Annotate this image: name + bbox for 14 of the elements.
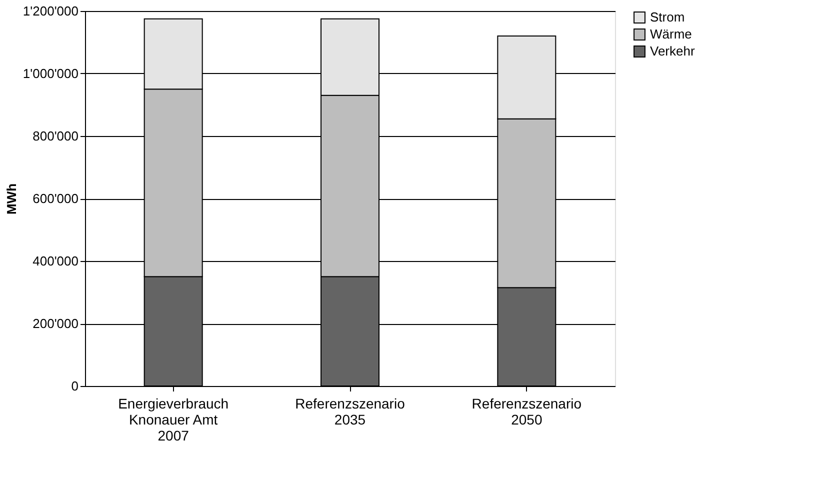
y-tick-label: 0 <box>71 378 78 394</box>
x-tick-label: Energieverbrauch Knonauer Amt 2007 <box>118 396 229 444</box>
x-tick-label: Referenzszenario 2050 <box>472 396 582 428</box>
y-tick-label: 800'000 <box>32 128 78 144</box>
y-tick-label: 1'200'000 <box>22 4 78 18</box>
y-tick-label: 1'000'000 <box>22 66 78 81</box>
y-axis-title: MWh <box>4 183 19 215</box>
legend-label: Strom <box>650 10 685 24</box>
y-tick-label: 200'000 <box>32 316 78 331</box>
y-tick-label: 600'000 <box>32 191 78 206</box>
legend-label: Wärme <box>650 26 692 42</box>
legend-label: Verkehr <box>650 44 696 58</box>
y-tick-label: 400'000 <box>32 254 78 268</box>
x-tick-label: Referenzszenario 2035 <box>295 396 406 428</box>
